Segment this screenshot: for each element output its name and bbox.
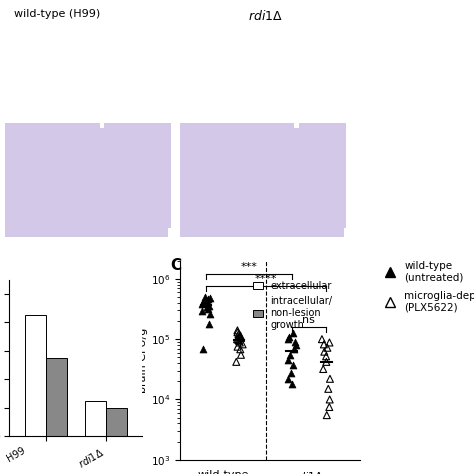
Point	[236, 333, 243, 340]
Point	[235, 337, 243, 345]
Point	[206, 294, 213, 302]
Point	[292, 341, 300, 349]
Point	[237, 332, 244, 339]
Point	[320, 348, 328, 356]
Point	[239, 340, 246, 348]
Point	[198, 308, 206, 315]
Text: C: C	[171, 258, 182, 273]
Point	[232, 358, 240, 365]
Point	[235, 336, 242, 344]
Text: ns: ns	[302, 315, 315, 325]
Point	[284, 375, 292, 383]
Point	[234, 343, 241, 350]
Point	[199, 298, 207, 305]
Text: wild-type (H99): wild-type (H99)	[14, 9, 100, 19]
Point	[200, 345, 207, 352]
Point	[205, 320, 212, 328]
Point	[284, 336, 292, 343]
Bar	[46, 358, 67, 436]
Point	[322, 353, 330, 360]
Point	[235, 333, 242, 341]
Point	[284, 356, 292, 364]
Bar	[85, 401, 106, 436]
Point	[204, 295, 211, 303]
Point	[234, 328, 241, 336]
Point	[237, 334, 245, 342]
Bar	[25, 315, 46, 436]
Point	[206, 310, 214, 318]
Point	[199, 299, 207, 307]
Point	[233, 336, 241, 343]
Point	[198, 301, 206, 308]
Text: ***: ***	[240, 262, 257, 272]
Point	[325, 385, 332, 392]
Point	[322, 358, 330, 365]
Point	[234, 327, 241, 334]
Point	[205, 302, 213, 310]
Legend: wild-type
(untreated), microglia-depleted
(PLX5622): wild-type (untreated), microglia-deplete…	[375, 256, 474, 316]
Point	[289, 329, 296, 337]
Point	[326, 403, 333, 411]
Point	[236, 339, 244, 346]
Legend: extracellular, intracellular/
non-lesion
growth: extracellular, intracellular/ non-lesion…	[249, 277, 337, 334]
Point	[319, 365, 327, 373]
Point	[203, 303, 210, 311]
Point	[285, 333, 292, 340]
Text: $rdi1\Delta$: $rdi1\Delta$	[248, 9, 283, 24]
Point	[320, 340, 328, 348]
Y-axis label: brain CFU/g: brain CFU/g	[138, 328, 148, 393]
Bar	[106, 408, 127, 436]
Point	[237, 351, 245, 359]
Point	[292, 338, 299, 346]
Point	[288, 380, 295, 388]
Point	[326, 339, 333, 346]
Point	[318, 336, 326, 343]
Point	[204, 305, 211, 312]
Point	[286, 351, 294, 359]
Point	[323, 411, 330, 419]
Text: ****: ****	[255, 274, 277, 284]
Point	[203, 297, 210, 305]
Point	[326, 375, 334, 383]
Point	[287, 369, 295, 376]
Point	[291, 345, 298, 352]
Text: H99: H99	[5, 445, 27, 464]
Point	[290, 361, 297, 368]
Point	[237, 346, 244, 353]
Point	[235, 330, 242, 338]
Point	[324, 344, 331, 352]
Point	[326, 396, 334, 403]
Point	[201, 293, 209, 301]
